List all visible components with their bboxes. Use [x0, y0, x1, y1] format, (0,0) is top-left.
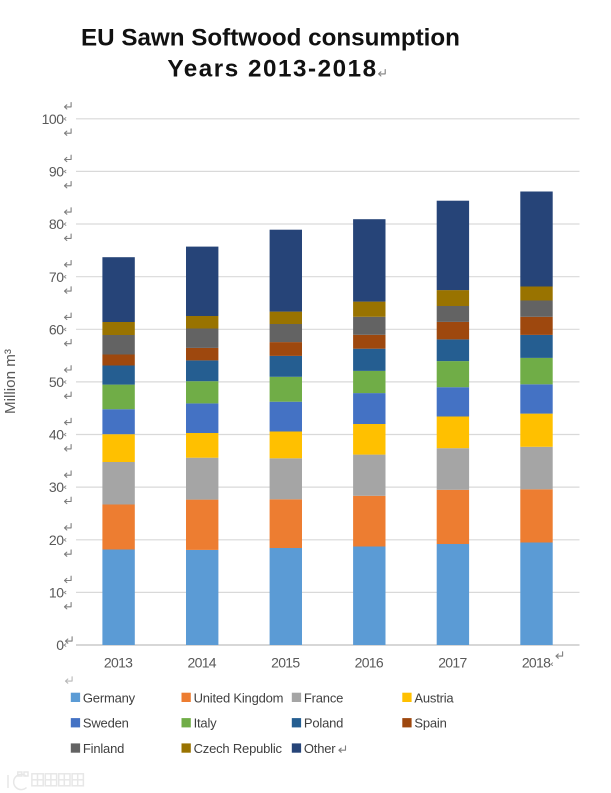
svg-text:2017: 2017 [438, 655, 467, 671]
svg-text:70: 70 [49, 269, 64, 285]
svg-text:20: 20 [49, 532, 64, 548]
svg-text:2014: 2014 [188, 655, 217, 671]
svg-text:2018: 2018 [522, 655, 551, 671]
svg-text:10: 10 [49, 585, 64, 601]
svg-text:Years 2013-2018: Years 2013-2018 [167, 55, 377, 82]
svg-text:40: 40 [49, 427, 64, 443]
svg-text:Spain: Spain [414, 716, 446, 731]
svg-text:Germany: Germany [83, 690, 136, 705]
svg-text:60: 60 [49, 321, 64, 337]
svg-text:2013: 2013 [104, 655, 133, 671]
svg-text:France: France [304, 690, 343, 705]
svg-text:Sweden: Sweden [83, 716, 129, 731]
svg-text:0: 0 [56, 637, 64, 653]
svg-text:90: 90 [49, 164, 64, 180]
svg-text:United Kingdom: United Kingdom [194, 690, 284, 705]
svg-text:Italy: Italy [194, 716, 218, 731]
svg-text:Austria: Austria [414, 690, 454, 705]
svg-text:100: 100 [42, 111, 65, 127]
svg-text:EU Sawn Softwood consumption: EU Sawn Softwood consumption [81, 25, 460, 52]
svg-text:Other: Other [304, 741, 336, 756]
svg-text:2015: 2015 [271, 655, 300, 671]
svg-text:50: 50 [49, 374, 64, 390]
svg-text:Million m³: Million m³ [2, 349, 19, 414]
svg-text:Poland: Poland [304, 716, 343, 731]
svg-text:80: 80 [49, 216, 64, 232]
svg-text:Czech Republic: Czech Republic [194, 741, 283, 756]
svg-text:2016: 2016 [355, 655, 384, 671]
svg-text:Finland: Finland [83, 741, 124, 756]
svg-text:30: 30 [49, 479, 64, 495]
